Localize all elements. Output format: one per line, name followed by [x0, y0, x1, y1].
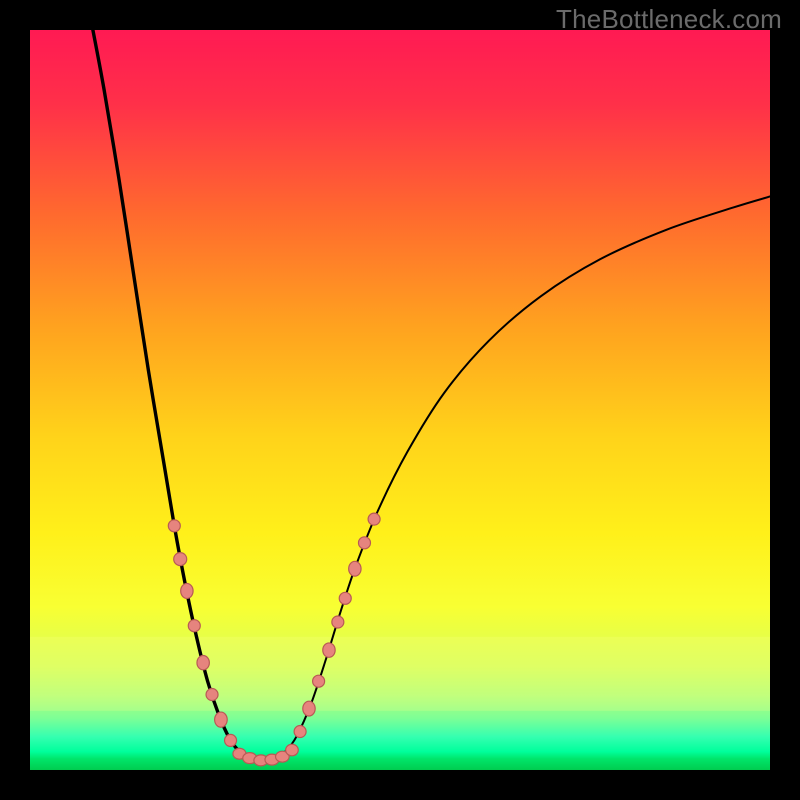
watermark-text: TheBottleneck.com [556, 4, 782, 35]
marker-left-dot-1 [174, 553, 187, 566]
marker-right-dot-1 [303, 701, 315, 716]
marker-bottom [233, 744, 298, 766]
marker-right-dot-7 [358, 537, 370, 549]
marker-right-dot-2 [313, 675, 325, 687]
marker-right-dot-8 [368, 513, 380, 525]
marker-left-dot-3 [188, 620, 200, 632]
marker-right-dot-4 [332, 616, 344, 628]
marker-left-dot-7 [225, 734, 237, 746]
marker-left [168, 520, 236, 747]
highlight-band [30, 637, 770, 711]
marker-left-dot-2 [181, 583, 193, 598]
plot-area [30, 30, 770, 770]
marker-left-dot-0 [168, 520, 180, 532]
stage: TheBottleneck.com [0, 0, 800, 800]
marker-right-dot-0 [294, 726, 306, 738]
marker-right-dot-5 [339, 592, 351, 604]
marker-left-dot-4 [197, 656, 209, 670]
marker-right-dot-6 [349, 561, 361, 576]
marker-right-dot-3 [323, 643, 335, 657]
marker-bottom-dot-5 [286, 744, 299, 756]
chart-overlay-svg [30, 30, 770, 770]
marker-left-dot-5 [206, 689, 218, 701]
marker-left-dot-6 [215, 712, 228, 727]
